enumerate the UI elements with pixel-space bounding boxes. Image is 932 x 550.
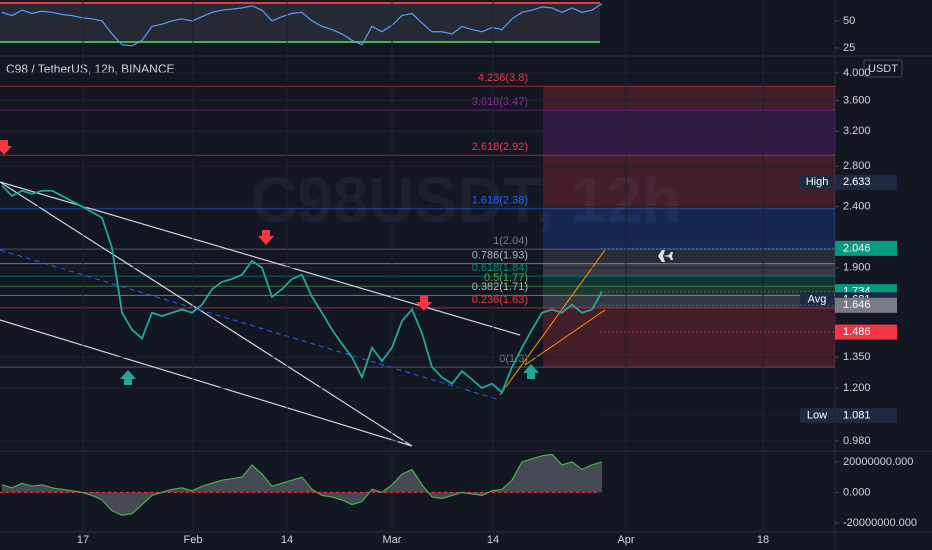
watermark: C98USDT, 12h [251, 164, 681, 236]
rsi-band [0, 3, 600, 42]
x-tick-label: 17 [77, 534, 89, 546]
price-label: 1.646 [843, 299, 871, 311]
oscillator-line [1, 453, 603, 516]
trend-line [0, 319, 413, 447]
fib-band [543, 276, 835, 287]
price-badge [835, 407, 897, 423]
fib-label: 0(1.3) [499, 353, 528, 365]
sell-arrow [416, 296, 432, 311]
fib-label: 1(2.04) [493, 235, 528, 247]
x-tick-label: Mar [383, 534, 402, 546]
y-tick-label: 1.350 [843, 351, 871, 363]
price-badge [835, 240, 897, 256]
x-tick-label: 14 [281, 534, 293, 546]
fib-label: 1.618(2.38) [472, 195, 528, 207]
fib-band [543, 286, 835, 296]
x-tick-label: 14 [487, 534, 499, 546]
price-tag: High [806, 176, 829, 188]
y-tick-label: 2.800 [843, 160, 871, 172]
price-tag: Avg [808, 294, 827, 306]
fib-label: 2.618(2.92) [472, 141, 528, 153]
buy-arrow [120, 370, 136, 385]
trend-line [0, 181, 413, 447]
y-tick-label: -20000000.000 [843, 517, 917, 529]
price-badge [835, 174, 897, 190]
price-label: 1.081 [843, 409, 871, 421]
trend-line [0, 249, 501, 401]
y-tick-label: 2.400 [843, 200, 871, 212]
y-tick-label: 25 [843, 42, 855, 54]
trend-line [0, 181, 521, 336]
x-tick-label: Feb [184, 534, 203, 546]
currency-box [863, 59, 903, 78]
currency: USDT [868, 63, 898, 75]
fib-label: 0.382(1.71) [472, 281, 528, 293]
rsi-line [1, 3, 603, 47]
price-tag: Low [807, 409, 827, 421]
y-tick-label: 3.600 [843, 94, 871, 106]
price-label: 1.486 [843, 326, 871, 338]
fib-band [543, 110, 835, 156]
y-tick-label: 0.000 [843, 486, 871, 498]
price-line [1, 185, 603, 394]
y-tick-label: 4.000 [843, 67, 871, 79]
x-tick-label: 18 [757, 534, 769, 546]
fib-band [543, 295, 835, 308]
chart-title: C98 / TetherUS, 12h, BINANCE [6, 62, 175, 76]
fib-label: 0.5(1.77) [484, 272, 528, 284]
y-tick-label: 50 [843, 15, 855, 27]
channel-line [499, 249, 606, 396]
tag-badge [800, 292, 834, 308]
fib-band [543, 307, 835, 368]
price-label: 2.633 [843, 176, 871, 188]
tag-badge [800, 407, 834, 423]
fib-band [543, 208, 835, 250]
fib-label: 0.236(1.63) [472, 294, 528, 306]
fib-label: 3.618(3.47) [472, 96, 528, 108]
price-badge [835, 324, 897, 340]
price-label: 2.046 [843, 242, 871, 254]
y-tick-label: 1.200 [843, 382, 871, 394]
fib-label: 0.786(1.93) [472, 250, 528, 262]
channel-line [524, 309, 606, 366]
fib-band [543, 263, 835, 277]
sell-arrow [258, 230, 274, 245]
fib-band [543, 86, 835, 111]
sell-arrow [0, 140, 12, 155]
y-tick-label: 3.200 [843, 125, 871, 137]
tag-badge [800, 174, 834, 190]
buy-arrow [523, 364, 539, 379]
fib-band [543, 249, 835, 264]
y-tick-label: 1.900 [843, 262, 871, 274]
x-tick-label: Apr [617, 534, 634, 546]
oscillator-area [2, 454, 602, 516]
y-tick-label: 20000000.000 [843, 456, 913, 468]
plane-icon [642, 250, 673, 262]
fib-label: 4.236(3.8) [478, 72, 528, 84]
y-tick-label: 0.980 [843, 435, 871, 447]
price-badge [835, 297, 897, 313]
